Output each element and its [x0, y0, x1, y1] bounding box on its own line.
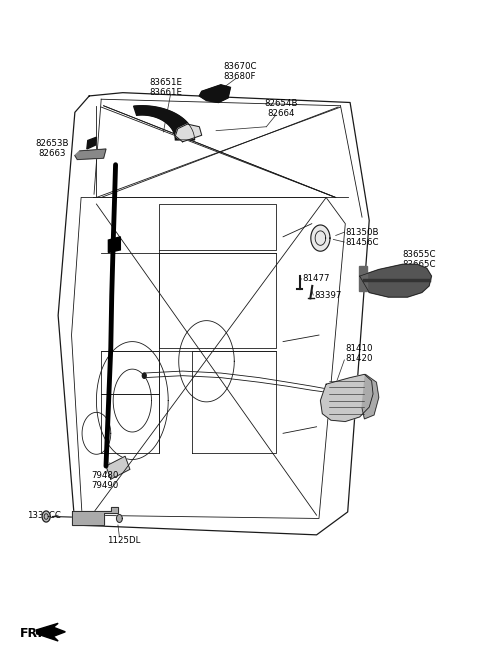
Text: 1125DL: 1125DL: [108, 536, 141, 545]
Polygon shape: [87, 137, 96, 149]
Text: 82654B
82664: 82654B 82664: [264, 99, 298, 118]
Polygon shape: [42, 511, 50, 522]
Polygon shape: [199, 85, 230, 102]
Text: 83651E
83661E: 83651E 83661E: [149, 78, 182, 97]
Text: 81456C: 81456C: [345, 238, 379, 246]
Polygon shape: [117, 514, 122, 522]
Text: 83397: 83397: [314, 290, 342, 300]
Polygon shape: [36, 623, 65, 641]
Text: 82653B
82663: 82653B 82663: [36, 139, 69, 158]
Polygon shape: [360, 264, 432, 297]
Text: 83670C
83680F: 83670C 83680F: [223, 62, 257, 81]
Polygon shape: [359, 266, 367, 290]
Text: 81350B: 81350B: [345, 228, 379, 237]
Polygon shape: [362, 374, 379, 419]
Text: 79480
79490: 79480 79490: [91, 471, 119, 490]
Text: 83655C
83665C: 83655C 83665C: [403, 250, 436, 269]
Polygon shape: [321, 374, 373, 422]
Polygon shape: [175, 124, 202, 142]
Polygon shape: [106, 456, 130, 479]
Polygon shape: [72, 507, 118, 525]
Text: 81410
81420: 81410 81420: [345, 344, 373, 363]
Text: 1339CC: 1339CC: [27, 510, 60, 520]
Polygon shape: [311, 225, 330, 251]
Polygon shape: [108, 237, 120, 252]
Text: 81477: 81477: [302, 274, 330, 283]
Text: FR.: FR.: [20, 627, 43, 640]
Polygon shape: [143, 373, 146, 378]
Polygon shape: [133, 106, 194, 140]
Polygon shape: [75, 149, 106, 160]
